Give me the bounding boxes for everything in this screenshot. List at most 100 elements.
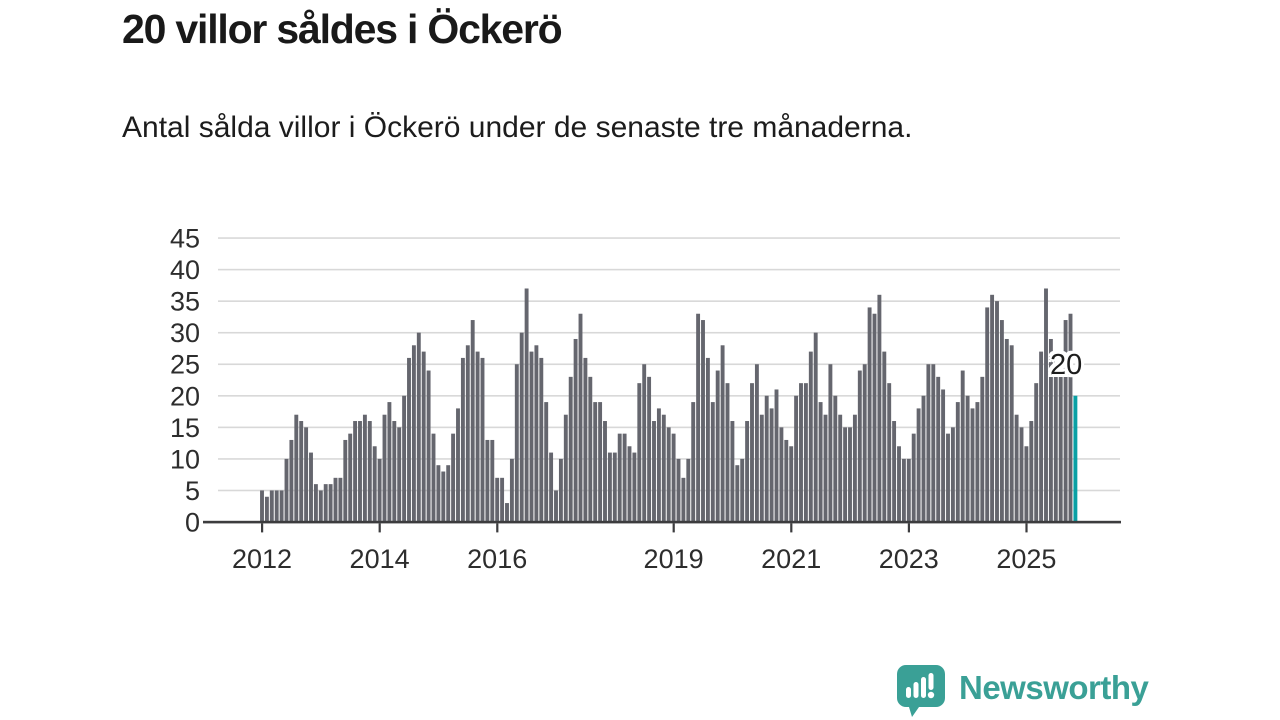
bar [916, 408, 921, 522]
bar [789, 446, 794, 522]
bar [514, 364, 519, 522]
bar [745, 421, 750, 522]
bar [632, 452, 637, 522]
bar [999, 320, 1004, 522]
bar [583, 357, 588, 522]
bar [901, 458, 906, 522]
y-axis-tick-label: 35 [170, 287, 200, 317]
bar [284, 458, 289, 522]
bar [607, 452, 612, 522]
bar [456, 408, 460, 522]
bar [392, 421, 397, 522]
bar [794, 395, 799, 522]
bar [686, 458, 691, 522]
bar [740, 458, 745, 522]
bar [451, 433, 456, 522]
bar [500, 477, 505, 522]
bar [480, 357, 485, 522]
bar [387, 402, 392, 522]
bar [627, 446, 632, 522]
bar [843, 427, 848, 522]
bar [936, 376, 941, 522]
bar [833, 395, 838, 522]
bar [710, 402, 715, 522]
bar [505, 503, 509, 522]
bar [362, 414, 367, 522]
bar [656, 408, 661, 522]
highlighted-bar [1073, 395, 1078, 522]
bar [882, 351, 887, 522]
bar [705, 357, 710, 522]
bar [353, 421, 358, 522]
bar [1058, 357, 1063, 522]
bar [921, 395, 926, 522]
chart-title: 20 villor såldes i Öckerö [122, 6, 563, 52]
bar [402, 395, 407, 522]
bar [965, 395, 970, 522]
bar [490, 439, 495, 522]
bar [475, 351, 480, 522]
bar [509, 458, 514, 522]
bar [309, 452, 313, 522]
bar [1004, 338, 1009, 522]
bar [750, 383, 754, 522]
bar [524, 288, 529, 522]
bar [431, 433, 436, 522]
bar [519, 332, 524, 522]
bar [803, 383, 808, 522]
bar [730, 421, 735, 522]
bar [1048, 338, 1053, 522]
bar [1068, 313, 1073, 522]
bar [367, 421, 372, 522]
bar [558, 458, 563, 522]
bar [304, 427, 309, 522]
bar [990, 294, 995, 522]
bar [1053, 351, 1058, 522]
bar [539, 357, 544, 522]
y-axis-tick-label: 25 [170, 350, 200, 380]
bar [872, 313, 877, 522]
bar [955, 402, 960, 522]
bar [554, 490, 558, 522]
bar [980, 376, 985, 522]
bar [931, 364, 936, 522]
bar [495, 477, 500, 522]
bar [416, 332, 421, 522]
newsworthy-logo: Newsworthy [895, 663, 1149, 719]
bar [279, 490, 284, 522]
y-axis-tick-label: 5 [185, 476, 200, 506]
bar [970, 408, 975, 522]
bar [769, 408, 774, 522]
bar [887, 383, 892, 522]
bar [622, 433, 627, 522]
bar [652, 421, 656, 522]
bar [691, 402, 696, 522]
bar [299, 421, 304, 522]
bar [754, 364, 759, 522]
bar [1034, 383, 1039, 522]
bar [926, 364, 931, 522]
x-axis-tick-label: 2012 [232, 544, 292, 574]
bar [681, 477, 686, 522]
bar [808, 351, 813, 522]
bar [568, 376, 573, 522]
x-axis-tick-label: 2019 [644, 544, 704, 574]
bar [823, 414, 828, 522]
bar [313, 484, 318, 522]
bar [411, 345, 416, 522]
bar [612, 452, 617, 522]
bar [941, 389, 946, 522]
bar [323, 484, 328, 522]
y-axis-tick-label: 10 [170, 444, 200, 474]
bar [436, 465, 441, 522]
bar [578, 313, 583, 522]
bar [897, 446, 901, 522]
x-axis-tick-label: 2014 [350, 544, 410, 574]
bar [274, 490, 279, 522]
bar [838, 414, 843, 522]
bar [960, 370, 965, 522]
bar [906, 458, 911, 522]
highlight-value-label: 20 [1050, 349, 1083, 381]
